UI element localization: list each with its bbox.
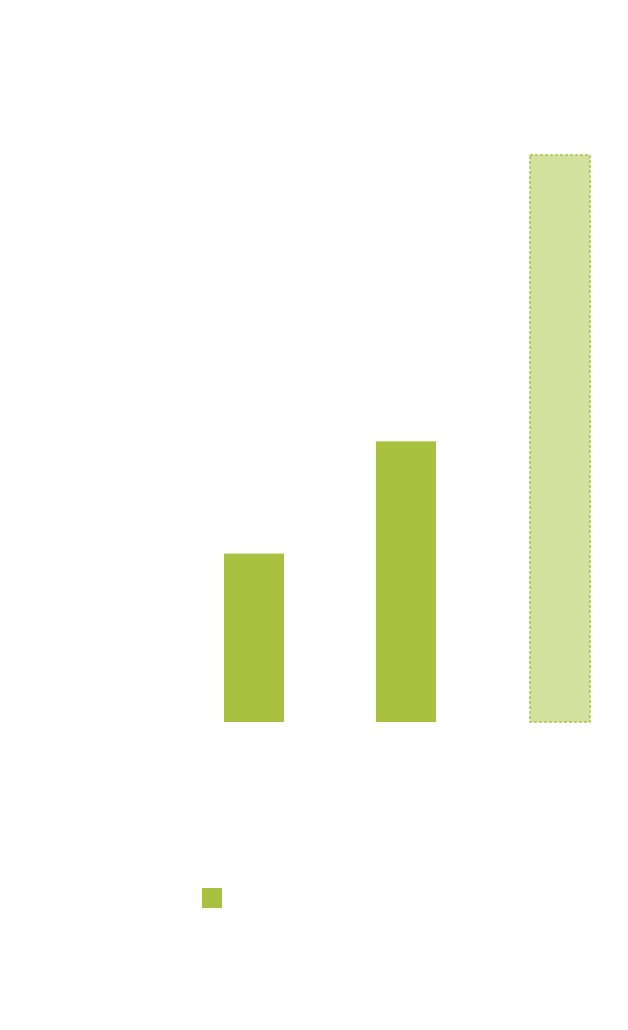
projected-bar [529,154,591,723]
bar-group [224,154,591,723]
legend [202,888,222,908]
bar [376,441,436,722]
bar [224,553,284,722]
legend-swatch [202,888,222,908]
